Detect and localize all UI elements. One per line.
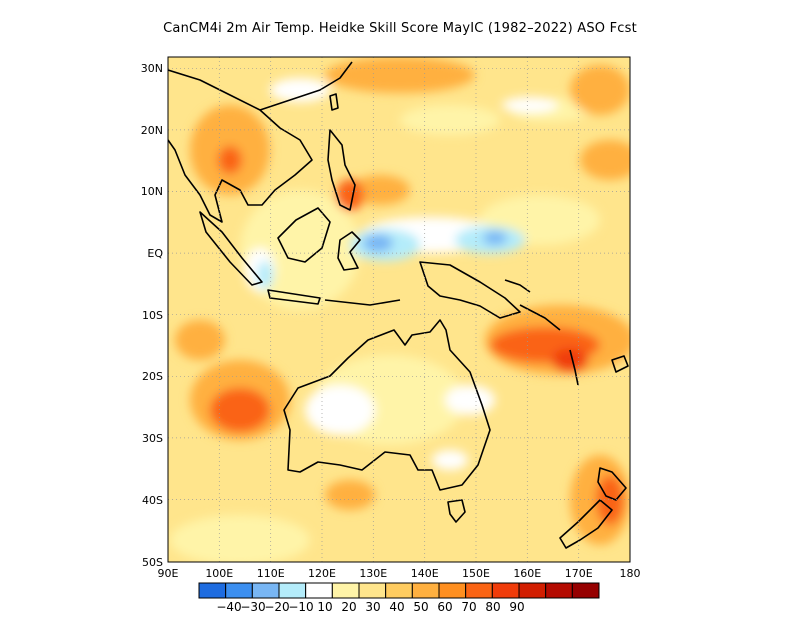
y-tick-label: 20N (141, 124, 163, 137)
colorbar-label: 20 (341, 600, 356, 614)
colorbar-swatch (251, 582, 280, 599)
fiji-coast (611, 355, 629, 373)
colorbar-swatch (491, 582, 520, 599)
x-tick-label: 140E (411, 567, 439, 580)
colorbar-label: −20 (264, 600, 289, 614)
new-zealand-north-coast (597, 467, 627, 501)
plot-frame (167, 56, 631, 563)
colorbar-swatch (278, 582, 307, 599)
colorbar-label: −40 (216, 600, 241, 614)
tasmania-coast (447, 499, 466, 523)
sumatra-coast (199, 211, 263, 286)
colorbar-label: 10 (317, 600, 332, 614)
colorbar-label: 40 (389, 600, 404, 614)
y-tick-label: 20S (142, 370, 163, 383)
colorbar-label: 50 (413, 600, 428, 614)
colorbar-label: 90 (509, 600, 524, 614)
colorbar-label: 30 (365, 600, 380, 614)
y-axis-labels: 30N 20N 10N EQ 10S 20S 30S 40S 50S (141, 62, 164, 569)
map-title: CanCM4i 2m Air Temp. Heidke Skill Score … (163, 21, 637, 36)
vanuatu-coast (569, 349, 579, 386)
colorbar-swatch (411, 582, 440, 599)
y-tick-label: EQ (147, 247, 163, 260)
colorbar-label: −30 (240, 600, 265, 614)
colorbar: −40 −30 −20 −10 10 20 30 40 50 60 70 80 … (198, 582, 600, 614)
colorbar-swatch (225, 582, 253, 599)
x-tick-label: 180 (620, 567, 641, 580)
colorbar-swatch (545, 582, 573, 599)
china-coast (259, 61, 353, 111)
solomon-islands-coast (519, 304, 561, 331)
y-tick-label: 30S (142, 432, 163, 445)
colorbar-swatch (518, 582, 547, 599)
x-tick-label: 100E (205, 567, 233, 580)
colorbar-label: −10 (288, 600, 313, 614)
colorbar-label: 80 (485, 600, 500, 614)
y-tick-label: 40S (142, 494, 163, 507)
x-tick-label: 170E (565, 567, 593, 580)
x-axis-labels: 90E 100E 110E 120E 130E 140E 150E 160E 1… (158, 567, 641, 580)
colorbar-swatch (305, 582, 333, 599)
colorbar-swatch (465, 582, 493, 599)
java-coast (267, 289, 321, 305)
new-zealand-south-coast (559, 499, 613, 549)
coastlines (168, 61, 629, 549)
colorbar-swatch (571, 582, 600, 599)
borneo-coast (277, 207, 331, 263)
y-tick-label: 30N (141, 62, 163, 75)
australia-coast (283, 319, 491, 491)
taiwan-coast (329, 93, 339, 111)
colorbar-labels: −40 −30 −20 −10 10 20 30 40 50 60 70 80 … (216, 600, 524, 614)
colorbar-swatches (198, 582, 600, 599)
colorbar-swatch (331, 582, 360, 599)
x-tick-label: 120E (308, 567, 336, 580)
new-guinea-coast (419, 261, 521, 319)
colorbar-swatch (358, 582, 387, 599)
graticule (168, 57, 630, 562)
colorbar-swatch (198, 582, 227, 599)
x-tick-label: 130E (359, 567, 387, 580)
x-tick-label: 90E (158, 567, 179, 580)
x-tick-label: 110E (257, 567, 285, 580)
x-tick-label: 150E (462, 567, 490, 580)
y-tick-label: 10N (141, 185, 163, 198)
philippines-coast (327, 129, 356, 211)
colorbar-swatch (385, 582, 413, 599)
x-tick-label: 160E (513, 567, 541, 580)
y-tick-label: 10S (142, 309, 163, 322)
colorbar-label: 70 (461, 600, 476, 614)
mainland-se-asia-coast (168, 69, 313, 223)
y-tick-label: 50S (142, 556, 163, 569)
heatmap-field (168, 57, 630, 562)
colorbar-swatch (438, 582, 467, 599)
lesser-sunda-coast (324, 299, 401, 306)
sulawesi-coast (337, 231, 361, 271)
bismarck-coast (504, 279, 531, 293)
colorbar-label: 60 (437, 600, 452, 614)
